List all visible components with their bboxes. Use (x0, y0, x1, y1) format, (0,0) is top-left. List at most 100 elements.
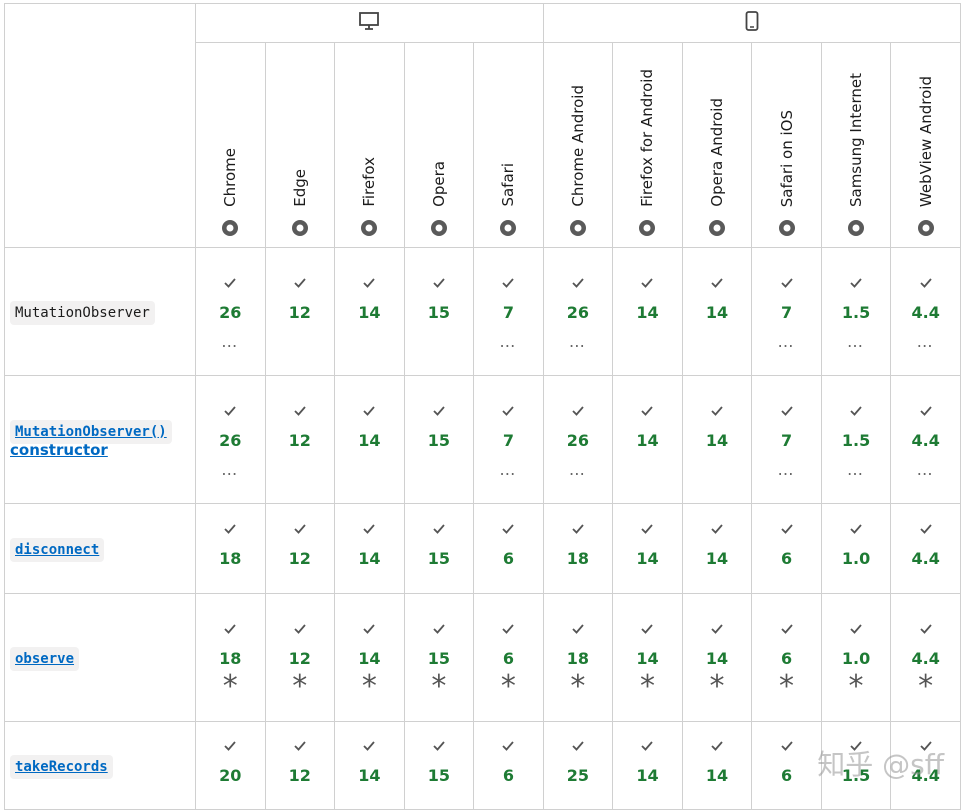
feature-row: observe 18 * 12 * 14 * 15 * 6 * 18 * 14 * 14 * 6 * 1.0 * 4.4 * (4, 593, 961, 722)
support-cell: 14 (612, 247, 683, 376)
support-cell: 14 (681, 503, 753, 594)
support-cell: 4.4 (890, 721, 961, 810)
support-cell: 14 (681, 721, 753, 810)
feature-code: MutationObserver (10, 301, 155, 325)
version: 14 (705, 302, 729, 322)
version: 26 (566, 302, 590, 322)
version: 1.0 (841, 648, 871, 668)
browser-name: Opera (429, 161, 448, 207)
check-icon (474, 620, 543, 639)
support-cell: 12 (264, 503, 336, 594)
check-icon (196, 402, 265, 421)
version: 7 (780, 430, 793, 450)
version: 14 (705, 765, 729, 785)
support-cell: 14 (334, 247, 405, 376)
feature-link[interactable]: takeRecords (10, 755, 113, 779)
browser-header: Chrome Android (542, 42, 614, 248)
support-cell: 6 * (751, 593, 822, 722)
feature-cell: observe (4, 593, 196, 722)
check-icon (613, 737, 682, 756)
check-icon (544, 274, 613, 293)
version: 6 (502, 648, 514, 668)
support-cell: 4.4 (890, 503, 961, 594)
support-cell: 6 * (473, 593, 544, 722)
version: 14 (636, 648, 659, 668)
check-icon (405, 402, 474, 421)
support-cell: 26… (195, 375, 266, 504)
support-cell: 12 (264, 247, 336, 376)
check-icon (544, 520, 613, 539)
support-cell: 15 (403, 247, 475, 376)
version: 1.5 (841, 302, 871, 322)
browser-header: Safari on iOS (751, 42, 822, 248)
browser-name: Opera Android (707, 98, 726, 207)
check-icon (891, 620, 960, 639)
version: 6 (780, 548, 793, 568)
version: 18 (566, 648, 590, 668)
check-icon (891, 737, 960, 756)
version: 12 (288, 430, 311, 450)
support-cell: 25 (542, 721, 614, 810)
check-icon (891, 274, 960, 293)
browser-icon (222, 220, 239, 236)
check-icon (474, 520, 543, 539)
feature-code: observe (10, 647, 80, 671)
browser-icon (778, 220, 795, 236)
version: 4.4 (911, 765, 940, 785)
check-icon (752, 620, 821, 639)
support-cell: 14 (334, 375, 405, 504)
note: … (221, 459, 240, 479)
check-icon (683, 274, 752, 293)
support-cell: 14 * (681, 593, 753, 722)
check-icon (683, 620, 752, 639)
check-icon (266, 620, 335, 639)
check-icon (891, 402, 960, 421)
support-cell: 4.4… (890, 375, 961, 504)
support-cell: 15 (403, 503, 475, 594)
note: … (777, 459, 796, 479)
browser-icon (569, 220, 586, 236)
check-icon (544, 620, 613, 639)
note: * (779, 668, 795, 704)
support-cell: 15 (403, 721, 475, 810)
support-cell: 1.5… (820, 247, 892, 376)
watermark: 知乎 @sff (817, 748, 944, 781)
check-icon (335, 737, 404, 756)
check-icon (544, 737, 613, 756)
check-icon (822, 402, 891, 421)
browser-icon (500, 220, 517, 236)
browser-icon (430, 220, 447, 236)
version: 12 (288, 302, 311, 322)
check-icon (822, 620, 891, 639)
note: * (500, 668, 516, 704)
support-cell: 4.4 * (890, 593, 961, 722)
check-icon (474, 737, 543, 756)
feature-link[interactable]: disconnect (10, 538, 105, 562)
feature-link[interactable]: observe (10, 647, 80, 671)
version: 7 (502, 302, 514, 322)
check-icon (683, 402, 752, 421)
platform-row (4, 3, 962, 248)
feature-row: MutationObserver 26… 12 14 15 7… 26… 14 14 7… 1.5…… (4, 247, 961, 376)
browser-name: Firefox for Android (638, 69, 657, 207)
check-icon (196, 737, 265, 756)
support-cell: 6 (751, 503, 822, 594)
version: 14 (358, 548, 381, 568)
check-icon (752, 402, 821, 421)
feature-cell: MutationObserver() constructor (4, 375, 196, 504)
feature-link[interactable]: MutationObserver() constructor (10, 419, 172, 459)
support-cell: 26… (195, 247, 266, 376)
version: 7 (780, 302, 793, 322)
browser-name: Safari on iOS (777, 109, 796, 207)
version: 14 (358, 648, 381, 668)
check-icon (196, 520, 265, 539)
version: 1.5 (841, 765, 871, 785)
support-cell: 1.5… (820, 375, 892, 504)
check-icon (822, 520, 891, 539)
version: 14 (636, 302, 659, 322)
check-icon (405, 520, 474, 539)
version: 6 (502, 548, 514, 568)
browser-header: Opera (403, 42, 475, 248)
support-cell: 18 * (542, 593, 614, 722)
support-cell: 1.0 * (820, 593, 892, 722)
